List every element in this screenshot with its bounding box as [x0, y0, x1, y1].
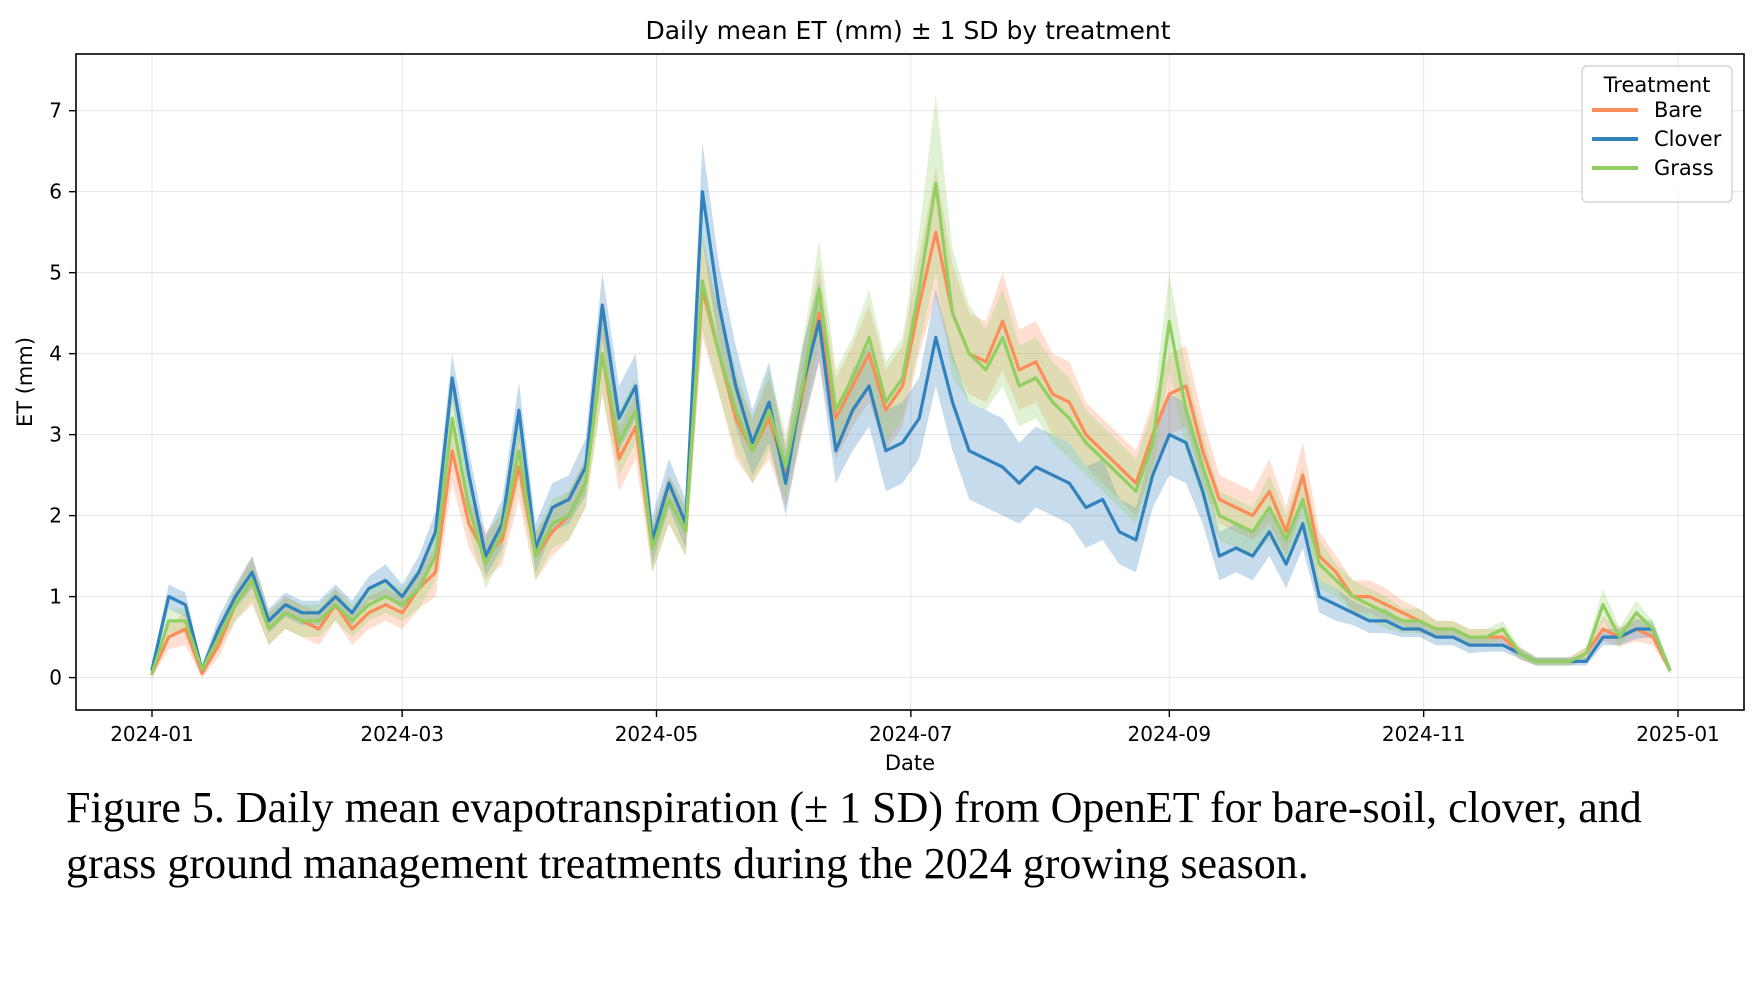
plot-frame [75, 53, 1745, 711]
x-tick-label: 2024-01 [110, 722, 194, 746]
y-tick-label: 7 [49, 99, 62, 123]
legend-label-bare: Bare [1654, 98, 1702, 122]
x-tick-label: 2024-07 [869, 722, 953, 746]
plot-background [76, 54, 1744, 710]
series-line-grass [150, 182, 1672, 676]
x-tick-label: 2025-01 [1636, 722, 1720, 746]
chart-title: Daily mean ET (mm) ± 1 SD by treatment [645, 16, 1170, 45]
sd-band-clover [152, 143, 1670, 674]
grid-lines [76, 54, 1744, 710]
x-tick-label: 2024-11 [1382, 722, 1466, 746]
y-axis-label: ET (mm) [13, 337, 37, 427]
y-tick-label: 6 [49, 180, 62, 204]
x-tick-label: 2024-09 [1128, 722, 1212, 746]
legend-title: Treatment [1603, 73, 1711, 97]
series-line-clover [150, 190, 1672, 672]
series-lines [150, 182, 1672, 676]
figure-caption: Figure 5. Daily mean evapotranspiration … [66, 783, 1642, 888]
x-axis-ticks: 2024-01 2024-03 2024-05 2024-07 2024-09 2024-… [110, 710, 1720, 746]
sd-band-bare [152, 167, 1670, 678]
et-chart: Daily mean ET (mm) ± 1 SD by treatment 2… [13, 16, 1745, 775]
legend: Treatment Bare Clover Grass [1581, 65, 1733, 203]
legend-label-clover: Clover [1654, 127, 1722, 151]
y-axis-ticks: 0 1 2 3 4 5 6 7 [49, 99, 76, 690]
x-tick-label: 2024-05 [615, 722, 699, 746]
x-tick-label: 2024-03 [360, 722, 444, 746]
y-tick-label: 2 [49, 504, 62, 528]
legend-items: Bare Clover Grass [1592, 98, 1722, 180]
y-tick-label: 3 [49, 423, 62, 447]
y-tick-label: 1 [49, 585, 62, 609]
y-tick-label: 4 [49, 342, 62, 366]
y-tick-label: 5 [49, 261, 62, 285]
legend-label-grass: Grass [1654, 156, 1714, 180]
x-axis-label: Date [885, 751, 935, 775]
y-tick-label: 0 [49, 666, 62, 690]
